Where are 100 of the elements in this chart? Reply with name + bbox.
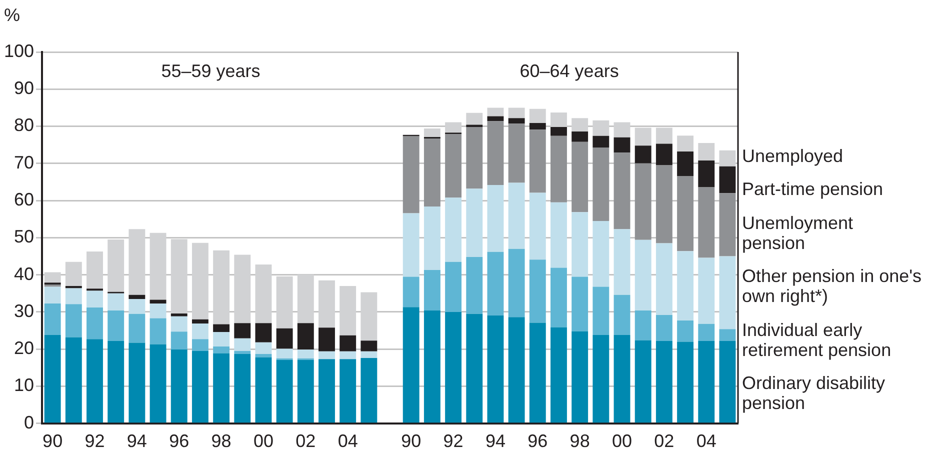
bar <box>276 276 293 328</box>
bar <box>698 160 715 188</box>
bar <box>550 127 567 136</box>
bar <box>318 351 335 360</box>
bar <box>128 229 146 295</box>
bar <box>86 339 103 423</box>
bar <box>402 213 420 277</box>
y-tick-label: 70 <box>14 152 34 172</box>
bar <box>297 360 314 423</box>
bar <box>297 349 314 358</box>
bar <box>213 324 230 332</box>
bar <box>550 327 567 423</box>
bar <box>234 323 251 338</box>
bar <box>698 142 715 160</box>
bar <box>44 284 61 287</box>
bar <box>572 276 588 332</box>
bar <box>550 112 567 128</box>
bar <box>634 163 652 240</box>
bar <box>360 340 378 352</box>
bar <box>170 239 188 314</box>
bar <box>170 313 188 316</box>
bar <box>719 256 736 330</box>
bar <box>445 262 462 312</box>
bar <box>466 314 483 423</box>
x-tick-label: 98 <box>570 431 590 452</box>
x-tick-label: 94 <box>126 431 147 452</box>
bar <box>466 127 483 189</box>
bar <box>445 312 462 423</box>
bar <box>719 329 736 341</box>
bar <box>255 323 272 342</box>
x-tick-label: 96 <box>528 431 548 452</box>
bar <box>108 310 124 341</box>
x-tick-label: 90 <box>401 431 422 452</box>
bar <box>150 300 166 304</box>
bar <box>508 182 525 249</box>
bar <box>677 251 694 321</box>
bar <box>65 262 82 286</box>
series-label: Individual early retirement pension <box>742 320 892 360</box>
bar <box>192 242 208 320</box>
y-tick-label: 60 <box>14 190 34 210</box>
bar <box>634 340 652 423</box>
bar <box>44 286 61 304</box>
x-tick-label: 92 <box>84 431 105 452</box>
bar <box>529 192 546 260</box>
bar <box>340 359 356 423</box>
bar <box>445 198 462 262</box>
bar <box>592 286 610 336</box>
bar <box>656 165 672 244</box>
bar <box>614 335 630 423</box>
bar <box>170 316 188 332</box>
bar <box>592 120 610 136</box>
y-tick-label: 90 <box>14 78 34 98</box>
y-axis-title: % <box>4 4 20 25</box>
bar <box>255 357 272 423</box>
bar <box>150 232 166 300</box>
bar <box>170 349 188 423</box>
bar <box>402 136 420 214</box>
bar <box>213 353 230 423</box>
bar <box>487 116 504 122</box>
bar <box>128 294 146 299</box>
bar <box>424 310 440 423</box>
x-tick-label: 90 <box>42 431 63 452</box>
bar <box>340 286 356 336</box>
bar <box>445 134 462 198</box>
bar <box>297 323 314 350</box>
bar <box>276 360 293 423</box>
x-tick-label: 02 <box>296 431 316 452</box>
bar <box>192 339 208 351</box>
bar <box>360 358 378 423</box>
bar <box>614 294 630 336</box>
bar <box>529 260 546 323</box>
bar <box>572 331 588 423</box>
x-tick-label: 04 <box>696 431 716 452</box>
bar <box>150 344 166 423</box>
bar <box>340 335 356 352</box>
bar <box>677 136 694 152</box>
bar <box>108 340 124 423</box>
bar <box>128 314 146 343</box>
x-tick-label: 02 <box>654 431 674 452</box>
bar <box>192 350 208 423</box>
bar <box>234 254 251 324</box>
bar <box>508 124 525 183</box>
bar <box>192 319 208 324</box>
y-tick-label: 40 <box>14 264 34 284</box>
bar <box>360 351 378 358</box>
bar <box>572 212 588 277</box>
bar <box>44 272 61 283</box>
bar <box>634 310 652 340</box>
bar <box>402 276 420 308</box>
bar <box>466 124 483 128</box>
bar <box>86 308 103 340</box>
bar <box>677 176 694 252</box>
y-tick-label: 80 <box>14 115 34 136</box>
bar <box>656 243 672 315</box>
bar <box>150 303 166 318</box>
bar <box>150 318 166 344</box>
bar <box>65 337 82 423</box>
y-tick-label: 50 <box>14 226 34 247</box>
bar <box>170 332 188 350</box>
bar <box>698 187 715 258</box>
